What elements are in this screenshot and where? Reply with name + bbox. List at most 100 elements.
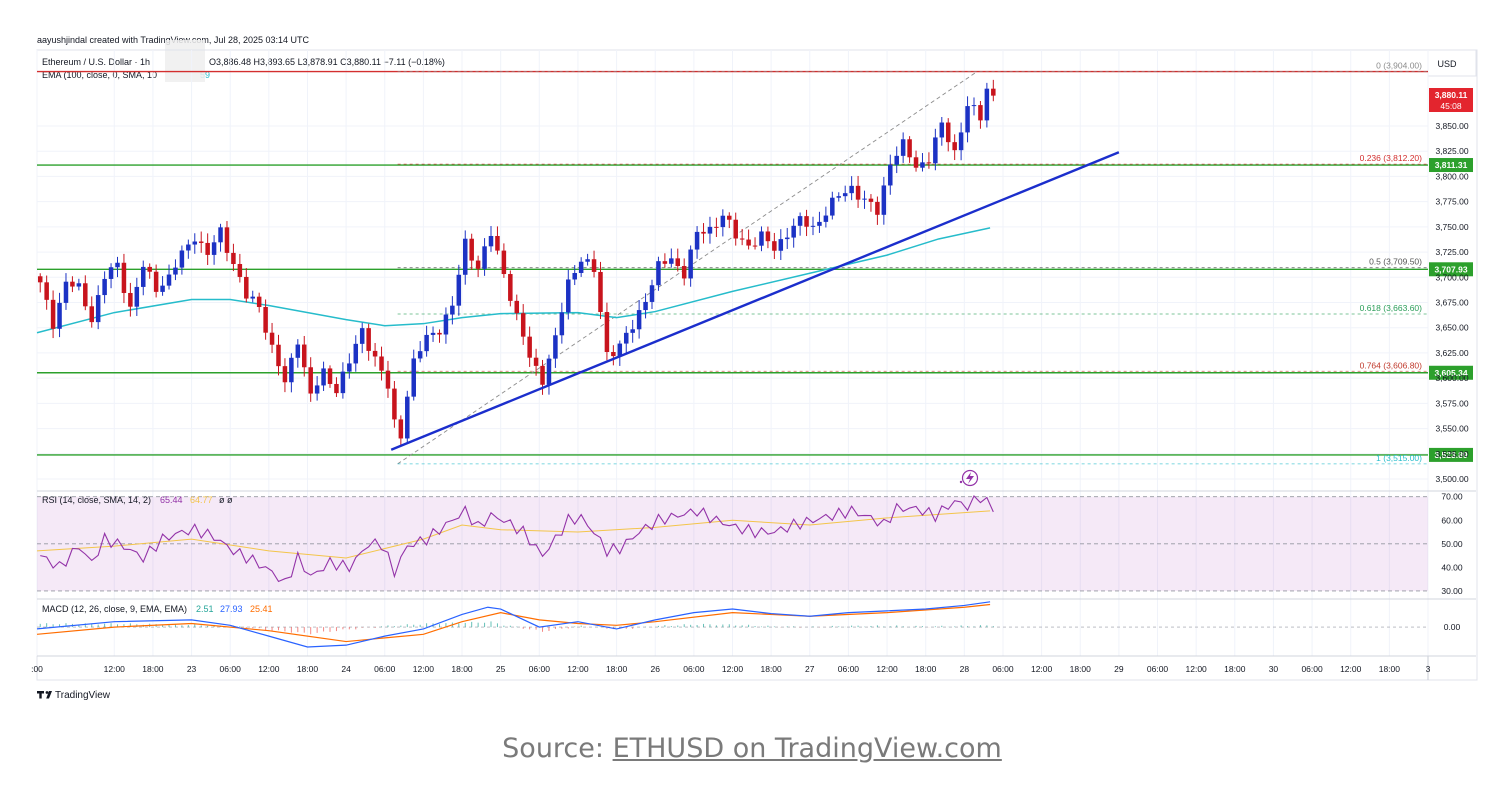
price-tick-label: 3,550.00 [1435,424,1468,434]
candle-body [546,358,552,385]
currency-box[interactable] [1427,49,1477,77]
candle-body [411,358,416,397]
rsi-legend: RSI (14, close, SMA, 14, 2) [42,495,151,505]
rsi-tick-label: 60.00 [1441,515,1463,525]
candle-body [553,335,558,359]
candle-body [244,276,249,299]
candle-body [791,225,796,238]
fib-level-label: 0.236 (3,812.20) [1360,153,1423,163]
candle-body [855,185,861,200]
candle-body [160,285,165,292]
candle-body [920,162,925,168]
candle-body [437,332,442,335]
candle-body [108,267,114,279]
candle-body [868,198,874,202]
caption-prefix: Source: [502,733,613,764]
macd-legend-hist: 2.51 [196,604,214,614]
time-tick-label: 28 [960,664,970,674]
candle-body [231,252,236,265]
candle-body [366,328,371,351]
time-tick-label: 12:00 [258,664,280,674]
candle-body [192,241,198,245]
ema-legend-value: 59 [200,70,210,80]
candle-body [527,336,532,358]
time-tick-label: 18:00 [606,664,628,674]
last-price-value: 3,880.11 [1435,90,1468,100]
candle-body [392,388,397,420]
candle-body [269,332,275,345]
time-tick-label: 18:00 [760,664,782,674]
candle-body [836,196,842,198]
candle-body [173,267,178,275]
candle-body [656,261,661,286]
candle-body [128,292,133,307]
candle-body [327,368,333,384]
candle-body [398,419,404,439]
candle-body [688,249,693,279]
candle-body [385,370,391,389]
price-tick-label: 3,675.00 [1435,298,1468,308]
candle-body [430,332,436,335]
time-tick-label: 18:00 [451,664,473,674]
candle-body [945,122,951,143]
candle-body [95,295,101,323]
candle-body [746,239,751,246]
candle-body [295,344,301,358]
rsi-tick-label: 70.00 [1441,492,1463,502]
candle-body [611,351,616,357]
candle-body [83,283,88,307]
time-tick-label: 12:00 [1031,664,1053,674]
macd-line [36,601,991,648]
candle-body [282,366,288,383]
symbol-title: Ethereum / U.S. Dollar · 1h [42,57,150,67]
candle-body [372,350,378,357]
fibonacci-retracement[interactable]: 0 (3,904.00) 0.236 (3,812.20) 0.5 (3,709.5… [397,61,1428,465]
level-tag [1429,262,1473,277]
price-tick-label: 3,650.00 [1435,323,1468,333]
time-tick-label: 26 [650,664,660,674]
time-tick-label: 18:00 [915,664,937,674]
fib-level-label: 0.5 (3,709.50) [1369,257,1422,267]
candle-body [462,238,468,275]
candle-body [643,301,648,311]
price-tick-label: 3,800.00 [1435,171,1468,181]
time-tick-label: 18:00 [297,664,319,674]
candle-body [256,296,262,308]
replay-lightning-icon[interactable] [959,469,979,487]
candle-body [559,312,565,336]
candle-body [784,237,790,240]
candle-body [636,310,642,330]
candle-body [50,299,56,329]
price-tick-label: 3,600.00 [1435,373,1468,383]
price-tick-label: 3,700.00 [1435,272,1468,282]
time-tick-label: 12:00 [876,664,898,674]
candle-body [662,261,668,264]
fib-level-label: 0.764 (3,606.80) [1360,360,1423,370]
candle-body [501,250,507,275]
candle-body [817,221,822,226]
level-tag [1429,365,1473,380]
bullish-trendline[interactable] [390,151,1120,451]
candle-body [218,227,223,243]
price-tick-label: 3,575.00 [1435,398,1468,408]
level-tag-text: 3,523.89 [1434,450,1467,460]
candle-body [733,219,738,239]
candle-body [810,225,816,227]
candle-body [456,274,462,306]
candle-body [495,235,500,251]
candle-body [469,238,474,261]
rsi-tick-label: 30.00 [1441,586,1463,596]
last-price-tag [1429,88,1473,112]
time-tick-label: 06:00 [683,664,705,674]
candle-body [321,368,326,386]
tradingview-logo[interactable]: TradingView [37,690,111,701]
candle-body [37,276,43,283]
price-axis-ticks: 3,850.00 3,825.00 3,800.00 3,775.00 3,750.00… [1435,121,1468,484]
rsi-legend-extra: ø ø [219,495,233,505]
candle-body [739,238,745,240]
source-caption: Source: ETHUSD on TradingView.com [0,733,1504,764]
candle-body [875,201,880,215]
caption-link[interactable]: ETHUSD on TradingView.com [612,733,1002,764]
